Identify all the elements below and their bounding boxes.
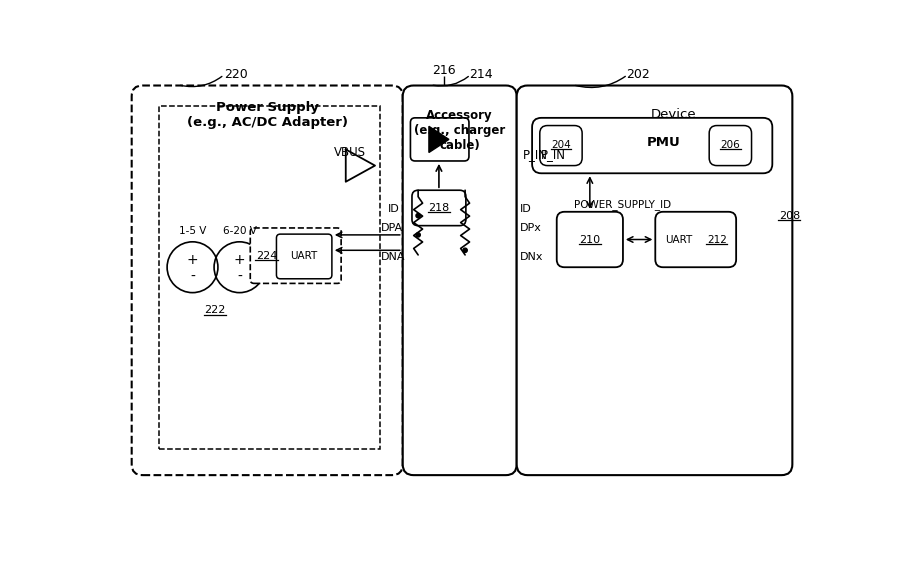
Text: -: - [237,270,242,284]
FancyBboxPatch shape [655,212,736,267]
Text: 1-5 V: 1-5 V [179,226,206,236]
Text: 214: 214 [469,68,492,81]
FancyBboxPatch shape [276,234,332,279]
Text: 212: 212 [707,234,727,245]
Circle shape [416,214,420,218]
Text: 208: 208 [778,211,800,221]
FancyBboxPatch shape [557,212,623,267]
Text: 210: 210 [580,234,600,245]
Text: P_IN: P_IN [541,147,566,160]
FancyBboxPatch shape [402,85,517,475]
Text: 216: 216 [433,64,456,77]
FancyBboxPatch shape [532,118,772,173]
FancyBboxPatch shape [709,125,752,166]
Circle shape [463,248,467,253]
FancyBboxPatch shape [517,85,792,475]
Text: Power Supply
(e.g., AC/DC Adapter): Power Supply (e.g., AC/DC Adapter) [186,101,347,129]
Polygon shape [346,149,375,182]
Text: -: - [190,270,195,284]
FancyBboxPatch shape [410,118,469,161]
FancyBboxPatch shape [540,125,582,166]
FancyBboxPatch shape [412,190,466,225]
Circle shape [416,233,420,237]
Text: +: + [234,253,246,267]
Text: 6-20 V: 6-20 V [222,226,256,236]
Text: P_IN: P_IN [523,147,548,160]
Text: 222: 222 [204,305,226,315]
Text: DPx: DPx [520,223,542,233]
Text: POWER_SUPPLY_ID: POWER_SUPPLY_ID [574,199,671,210]
Text: DPA: DPA [381,223,402,233]
Text: 204: 204 [551,140,571,150]
Bar [159,106,381,449]
Text: UART: UART [665,234,692,245]
Text: 218: 218 [428,203,449,213]
Text: 220: 220 [224,68,248,81]
Text: Device: Device [651,108,697,121]
FancyBboxPatch shape [131,85,402,475]
Text: PMU: PMU [647,136,680,149]
Text: DNA: DNA [381,252,405,262]
Text: 224: 224 [256,251,277,260]
Text: 206: 206 [721,140,740,150]
Text: ID: ID [520,204,532,214]
Text: ID: ID [388,204,400,214]
Text: VBUS: VBUS [334,146,365,159]
Text: UART: UART [291,251,318,262]
Text: Accessory
(e.g., charger
cable): Accessory (e.g., charger cable) [414,110,505,153]
Text: +: + [186,253,198,267]
Polygon shape [429,127,449,153]
FancyBboxPatch shape [250,228,341,284]
Text: DNx: DNx [520,252,544,262]
Text: 202: 202 [626,68,650,81]
